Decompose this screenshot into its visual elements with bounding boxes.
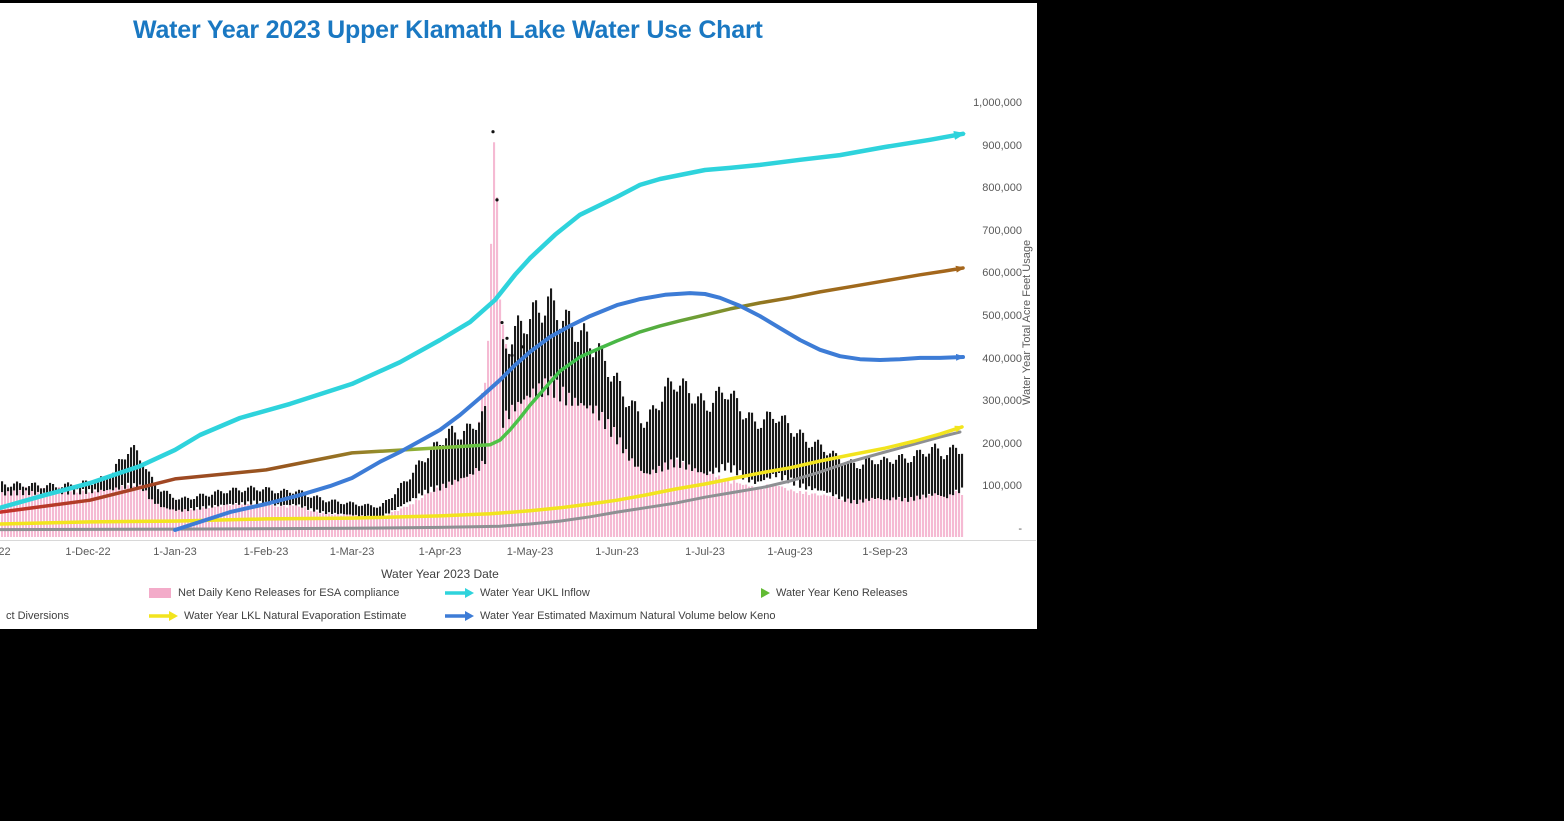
legend-item-est-max-natural-volume: Water Year Estimated Maximum Natural Vol… bbox=[444, 610, 776, 622]
legend-item-keno-releases: Water Year Keno Releases bbox=[740, 587, 908, 599]
y-tick-label: 600,000 bbox=[982, 267, 1022, 280]
x-tick-label: 1-Dec-22 bbox=[65, 546, 111, 558]
legend-label: Water Year UKL Inflow bbox=[480, 587, 590, 599]
legend-label: Water Year LKL Natural Evaporation Estim… bbox=[184, 610, 407, 622]
y-axis-title: Water Year Total Acre Feet Usage bbox=[1021, 239, 1033, 405]
chart-title: Water Year 2023 Upper Klamath Lake Water… bbox=[133, 16, 763, 44]
y-tick-label: 1,000,000 bbox=[973, 97, 1022, 109]
y-tick-label: 100,000 bbox=[982, 480, 1022, 493]
legend-item-ukl-inflow: Water Year UKL Inflow bbox=[444, 587, 590, 599]
x-tick-label: 1-Apr-23 bbox=[418, 546, 462, 558]
y-tick-label: - bbox=[1018, 523, 1022, 535]
y-tick-label: 200,000 bbox=[982, 437, 1022, 450]
y-tick-label: 400,000 bbox=[982, 352, 1022, 365]
y-tick-label: 500,000 bbox=[982, 310, 1022, 322]
legend-item-net-daily-keno-releases: Net Daily Keno Releases for ESA complian… bbox=[148, 587, 399, 599]
x-tick-label: 1-Jun-23 bbox=[595, 546, 639, 558]
x-tick-label: 1-Mar-23 bbox=[329, 546, 375, 558]
plot-surface bbox=[0, 130, 1036, 541]
chart-area: Water Year 2023 Upper Klamath Lake Water… bbox=[0, 0, 1037, 629]
legend-label: Water Year Keno Releases bbox=[776, 587, 908, 599]
legend-label: Net Daily Keno Releases for ESA complian… bbox=[178, 587, 400, 599]
x-tick-label: 1-Jan-23 bbox=[153, 546, 197, 558]
pink-bar-swatch-icon bbox=[148, 587, 172, 599]
y-tick-label: 900,000 bbox=[982, 139, 1022, 152]
y-tick-label: 300,000 bbox=[982, 395, 1022, 408]
top-black-strip bbox=[0, 0, 1564, 3]
legend-item-lkl-natural-evaporation: Water Year LKL Natural Evaporation Estim… bbox=[148, 610, 406, 622]
x-tick-label: 1-Jul-23 bbox=[685, 546, 725, 558]
y-tick-label: 700,000 bbox=[982, 224, 1022, 237]
legend-item-project-diversions-clipped: ct Diversions bbox=[0, 610, 69, 622]
yellow-arrow-icon bbox=[148, 610, 178, 622]
x-tick-label: 1-Aug-23 bbox=[767, 546, 813, 558]
red-green-arrow-icon bbox=[740, 587, 770, 599]
x-tick-label: 1-Nov-22 bbox=[0, 546, 11, 558]
x-axis-title: Water Year 2023 Date bbox=[381, 567, 499, 581]
x-tick-label: 1-Feb-23 bbox=[243, 546, 289, 558]
cyan-arrow-icon bbox=[444, 587, 474, 599]
x-tick-label: 1-May-23 bbox=[506, 546, 554, 558]
y-tick-label: 800,000 bbox=[982, 182, 1022, 195]
blue-arrow-icon bbox=[444, 610, 474, 622]
legend-label: Water Year Estimated Maximum Natural Vol… bbox=[480, 610, 776, 622]
x-tick-label: 1-Sep-23 bbox=[862, 546, 908, 558]
legend-label: ct Diversions bbox=[6, 610, 69, 622]
